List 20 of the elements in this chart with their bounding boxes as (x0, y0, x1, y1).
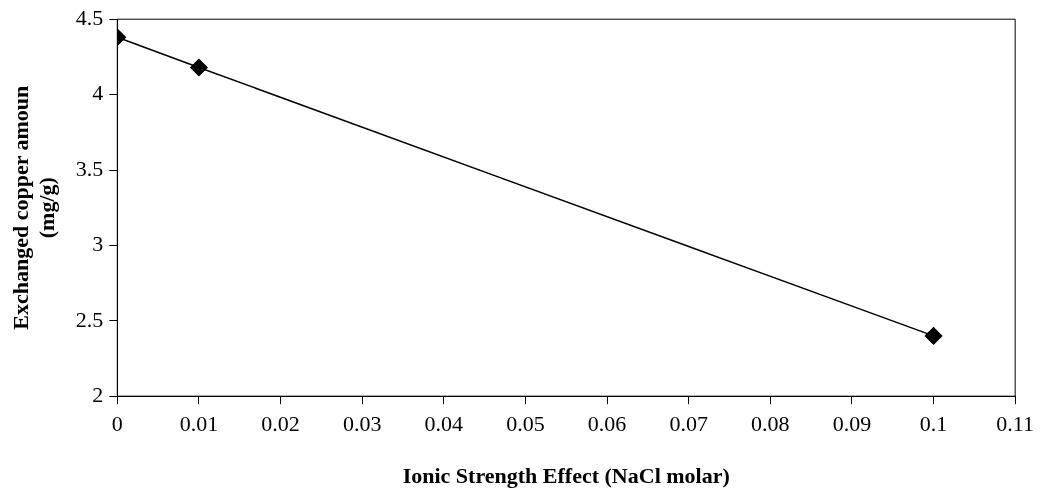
x-tick-label: 0.1 (919, 411, 948, 437)
y-axis-title: Exchanged copper amoun (mg/g) (7, 85, 60, 330)
y-tick-label: 4 (92, 80, 104, 106)
y-tick-label: 3.5 (75, 155, 104, 181)
x-tick-label: 0.04 (424, 411, 464, 437)
x-tick-label: 0.06 (587, 411, 627, 437)
x-tick-label: 0.07 (669, 411, 708, 437)
y-tick-label: 2 (92, 381, 104, 407)
x-tick-label: 0.08 (751, 411, 790, 437)
x-tick-label: 0.11 (996, 411, 1034, 437)
x-axis-title: Ionic Strength Effect (NaCl molar) (402, 463, 730, 489)
y-tick-label: 2.5 (75, 306, 104, 332)
y-tick-label: 4.5 (75, 4, 104, 30)
y-tick-label: 3 (92, 231, 104, 257)
x-tick-label: 0.02 (261, 411, 300, 437)
x-tick-label: 0 (111, 411, 123, 437)
x-tick-label: 0.09 (832, 411, 872, 437)
x-tick-label: 0.01 (179, 411, 219, 437)
x-tick-label: 0.03 (342, 411, 382, 437)
x-tick-label: 0.05 (506, 411, 545, 437)
